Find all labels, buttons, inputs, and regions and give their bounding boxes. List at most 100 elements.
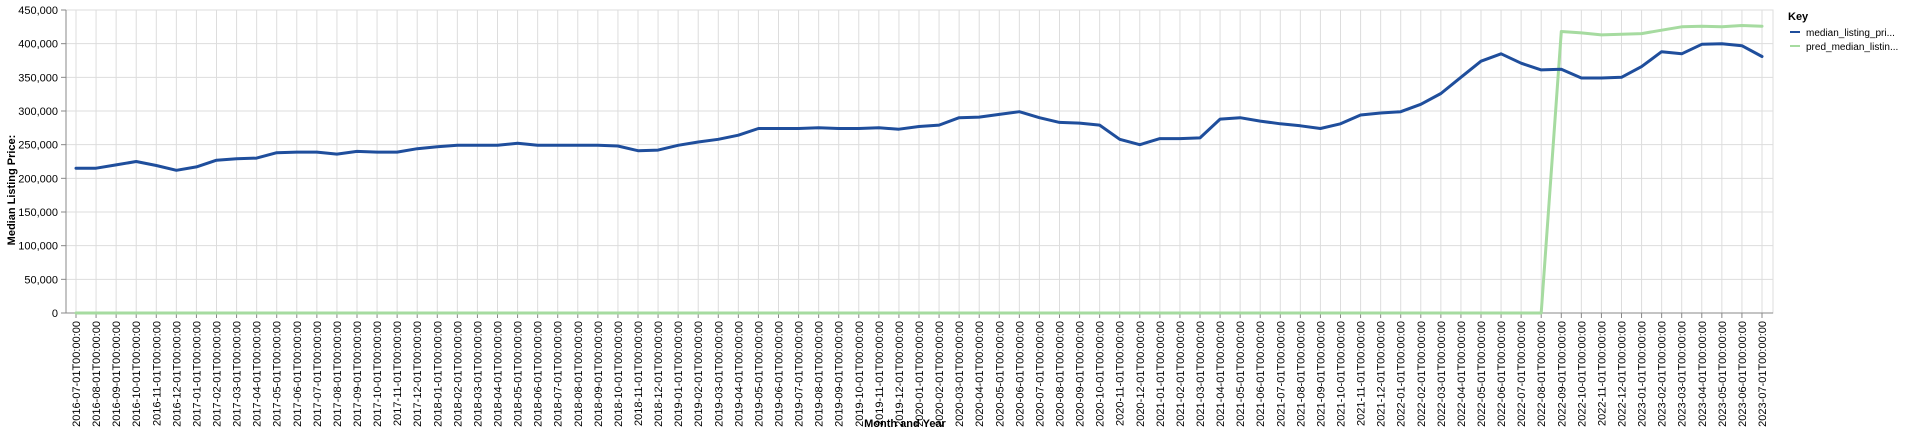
x-tick-label: 2023-05-01T00:00:00: [1717, 321, 1729, 427]
x-tick-label: 2018-06-01T00:00:00: [533, 321, 545, 427]
x-tick-label: 2023-01-01T00:00:00: [1637, 321, 1649, 427]
x-tick-label: 2018-05-01T00:00:00: [513, 321, 525, 427]
x-tick-label: 2019-10-01T00:00:00: [854, 321, 866, 427]
x-tick-label: 2018-11-01T00:00:00: [633, 321, 645, 426]
x-tick-label: 2022-07-01T00:00:00: [1516, 321, 1528, 427]
x-tick-label: 2017-01-01T00:00:00: [191, 321, 203, 427]
x-tick-label: 2020-03-01T00:00:00: [954, 321, 966, 427]
legend: Key median_listing_pri... pred_median_lis…: [1788, 11, 1898, 53]
x-tick-label: 2017-08-01T00:00:00: [332, 321, 344, 427]
x-tick-label: 2022-09-01T00:00:00: [1556, 321, 1568, 427]
x-axis-title: Month and Year: [864, 418, 946, 430]
x-tick-label: 2020-07-01T00:00:00: [1034, 321, 1046, 427]
x-tick-label: 2017-05-01T00:00:00: [272, 321, 284, 427]
x-tick-label: 2017-09-01T00:00:00: [352, 321, 364, 427]
x-tick-label: 2023-02-01T00:00:00: [1657, 321, 1669, 427]
x-tick-label: 2018-09-01T00:00:00: [593, 321, 605, 427]
x-tick-label: 2017-12-01T00:00:00: [412, 321, 424, 427]
x-tick-label: 2022-05-01T00:00:00: [1476, 321, 1488, 427]
x-tick-label: 2021-09-01T00:00:00: [1315, 321, 1327, 427]
x-tick-label: 2016-08-01T00:00:00: [91, 321, 103, 427]
x-tick-label: 2022-11-01T00:00:00: [1596, 321, 1608, 426]
x-tick-label: 2017-07-01T00:00:00: [312, 321, 324, 427]
y-tick-label: 50,000: [24, 274, 58, 286]
series-line-0: [74, 42, 1764, 172]
x-tick-label: 2016-10-01T00:00:00: [131, 321, 143, 427]
x-tick-label: 2020-05-01T00:00:00: [994, 321, 1006, 427]
x-tick-label: 2020-11-01T00:00:00: [1115, 321, 1127, 426]
x-tick-label: 2021-03-01T00:00:00: [1195, 321, 1207, 427]
series-line-1: [74, 24, 1764, 315]
x-tick-label: 2020-10-01T00:00:00: [1095, 321, 1107, 427]
x-tick-label: 2022-04-01T00:00:00: [1456, 321, 1468, 427]
x-tick-label: 2018-04-01T00:00:00: [493, 321, 505, 427]
x-tick-label: 2019-02-01T00:00:00: [693, 321, 705, 427]
x-tick-label: 2022-01-01T00:00:00: [1396, 321, 1408, 427]
y-tick-label: 350,000: [18, 72, 58, 84]
x-tick-label: 2019-04-01T00:00:00: [733, 321, 745, 427]
legend-title: Key: [1788, 11, 1809, 23]
x-tick-label: 2021-08-01T00:00:00: [1295, 321, 1307, 427]
x-tick-label: 2021-11-01T00:00:00: [1356, 321, 1368, 426]
y-tick-label: 250,000: [18, 140, 58, 152]
x-tick-label: 2016-12-01T00:00:00: [171, 321, 183, 427]
x-tick-label: 2017-06-01T00:00:00: [292, 321, 304, 427]
x-tick-label: 2019-09-01T00:00:00: [834, 321, 846, 427]
x-tick-label: 2020-09-01T00:00:00: [1075, 321, 1087, 427]
x-tick-label: 2021-10-01T00:00:00: [1336, 321, 1348, 427]
series-lines: [74, 24, 1764, 315]
x-tick-label: 2020-01-01T00:00:00: [914, 321, 926, 427]
x-tick-label: 2018-03-01T00:00:00: [472, 321, 484, 427]
x-tick-label: 2021-05-01T00:00:00: [1235, 321, 1247, 427]
x-tick-label: 2022-06-01T00:00:00: [1496, 321, 1508, 427]
x-tick-label: 2020-06-01T00:00:00: [1014, 321, 1026, 427]
legend-label: median_listing_pri...: [1806, 28, 1895, 39]
x-tick-label: 2018-10-01T00:00:00: [613, 321, 625, 427]
x-tick-label: 2023-07-01T00:00:00: [1757, 321, 1769, 427]
x-tick-label: 2020-08-01T00:00:00: [1055, 321, 1067, 427]
x-tick-label: 2023-03-01T00:00:00: [1677, 321, 1689, 427]
y-tick-label: 400,000: [18, 39, 58, 51]
x-tick-label: 2021-07-01T00:00:00: [1275, 321, 1287, 427]
x-tick-label: 2021-02-01T00:00:00: [1175, 321, 1187, 427]
y-tick-label: 450,000: [18, 5, 58, 17]
x-tick-label: 2022-02-01T00:00:00: [1416, 321, 1428, 427]
x-tick-label: 2019-06-01T00:00:00: [774, 321, 786, 427]
y-tick-label: 150,000: [18, 207, 58, 219]
x-tick-label: 2021-12-01T00:00:00: [1376, 321, 1388, 427]
x-tick-label: 2018-07-01T00:00:00: [553, 321, 565, 427]
x-tick-label: 2022-10-01T00:00:00: [1576, 321, 1588, 427]
x-tick-label: 2018-02-01T00:00:00: [452, 321, 464, 427]
x-tick-label: 2019-08-01T00:00:00: [814, 321, 826, 427]
x-tick-label: 2021-04-01T00:00:00: [1215, 321, 1227, 427]
x-tick-label: 2017-11-01T00:00:00: [392, 321, 404, 426]
x-tick-label: 2019-07-01T00:00:00: [794, 321, 806, 427]
x-tick-label: 2018-01-01T00:00:00: [432, 321, 444, 427]
y-tick-label: 300,000: [18, 106, 58, 118]
x-tick-label: 2021-06-01T00:00:00: [1255, 321, 1267, 427]
x-tick-label: 2020-02-01T00:00:00: [934, 321, 946, 427]
x-tick-label: 2022-03-01T00:00:00: [1436, 321, 1448, 427]
x-tick-label: 2020-04-01T00:00:00: [974, 321, 986, 427]
x-tick-label: 2016-07-01T00:00:00: [71, 321, 83, 427]
legend-label: pred_median_listin...: [1806, 42, 1898, 53]
x-tick-label: 2016-11-01T00:00:00: [151, 321, 163, 426]
y-tick-label: 100,000: [18, 241, 58, 253]
gridlines: [65, 9, 1774, 314]
x-tick-label: 2019-11-01T00:00:00: [874, 321, 886, 426]
axes: 0 50,000 100,000 150,000 200,000 250,000 300,0…: [18, 5, 1773, 427]
y-tick-label: 0: [52, 308, 58, 320]
x-tick-label: 2017-10-01T00:00:00: [372, 321, 384, 427]
y-tick-label: 200,000: [18, 173, 58, 185]
x-tick-label: 2019-05-01T00:00:00: [753, 321, 765, 427]
y-axis-title: Median Listing Price:: [6, 135, 18, 246]
x-tick-label: 2023-06-01T00:00:00: [1737, 321, 1749, 427]
x-tick-label: 2022-08-01T00:00:00: [1536, 321, 1548, 427]
x-tick-label: 2018-08-01T00:00:00: [573, 321, 585, 427]
x-tick-label: 2020-12-01T00:00:00: [1135, 321, 1147, 427]
x-tick-label: 2022-12-01T00:00:00: [1617, 321, 1629, 427]
x-tick-label: 2023-04-01T00:00:00: [1697, 321, 1709, 427]
x-tick-label: 2016-09-01T00:00:00: [111, 321, 123, 427]
